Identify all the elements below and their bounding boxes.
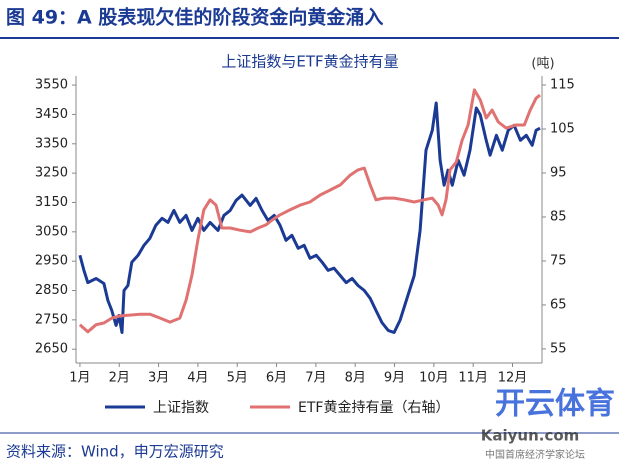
- y-tick-label: 3450: [35, 107, 68, 122]
- header-title: 图 49：A 股表现欠佳的阶段资金向黄金涌入: [6, 6, 383, 29]
- x-tick-label: 2月: [109, 371, 130, 386]
- series-line: [78, 88, 541, 334]
- chart-title: 上证指数与ETF黄金持有量: [221, 53, 398, 71]
- x-tick-label: 1月: [69, 371, 90, 386]
- source: 资料来源：Wind，申万宏源研究: [6, 443, 224, 461]
- x-tick-label: 12月: [498, 371, 528, 386]
- x-tick-label: 3月: [148, 371, 169, 386]
- y-tick-label: 3550: [35, 78, 68, 93]
- series-line: [78, 101, 541, 334]
- y-tick-label: 3150: [35, 195, 68, 210]
- y-tick-label: 2650: [35, 342, 68, 357]
- x-tick-label: 4月: [187, 371, 208, 386]
- x-tick-label: 7月: [305, 371, 326, 386]
- y2-tick-label: 105: [550, 122, 575, 137]
- y2-tick-label: 55: [550, 341, 567, 356]
- y2-unit: (吨): [531, 57, 554, 72]
- watermark-site: Kaiyun.com: [481, 427, 580, 445]
- y-tick-label: 2850: [35, 283, 68, 298]
- y2-tick-label: 75: [550, 253, 567, 268]
- y-tick-label: 2950: [35, 254, 68, 269]
- y2-tick-label: 65: [550, 297, 567, 312]
- y-tick-label: 3350: [35, 136, 68, 151]
- x-tick-label: 9月: [384, 371, 405, 386]
- y-tick-label: 2750: [35, 312, 68, 327]
- watermark-brand: 开云体育: [495, 387, 615, 422]
- y-tick-label: 3250: [35, 166, 68, 181]
- legend-label: ETF黄金持有量（右轴）: [298, 399, 449, 416]
- x-tick-label: 6月: [266, 371, 287, 386]
- y2-tick-label: 115: [550, 78, 575, 93]
- x-tick-label: 8月: [345, 371, 366, 386]
- watermark-corner: 中国首席经济学家论坛: [485, 448, 585, 461]
- x-tick-label: 5月: [227, 371, 248, 386]
- x-tick-label: 10月: [419, 371, 449, 386]
- y-tick-label: 3050: [35, 224, 68, 239]
- y2-tick-label: 85: [550, 209, 567, 224]
- x-tick-label: 11月: [458, 371, 488, 386]
- legend-label: 上证指数: [153, 400, 209, 416]
- y2-tick-label: 95: [550, 165, 567, 180]
